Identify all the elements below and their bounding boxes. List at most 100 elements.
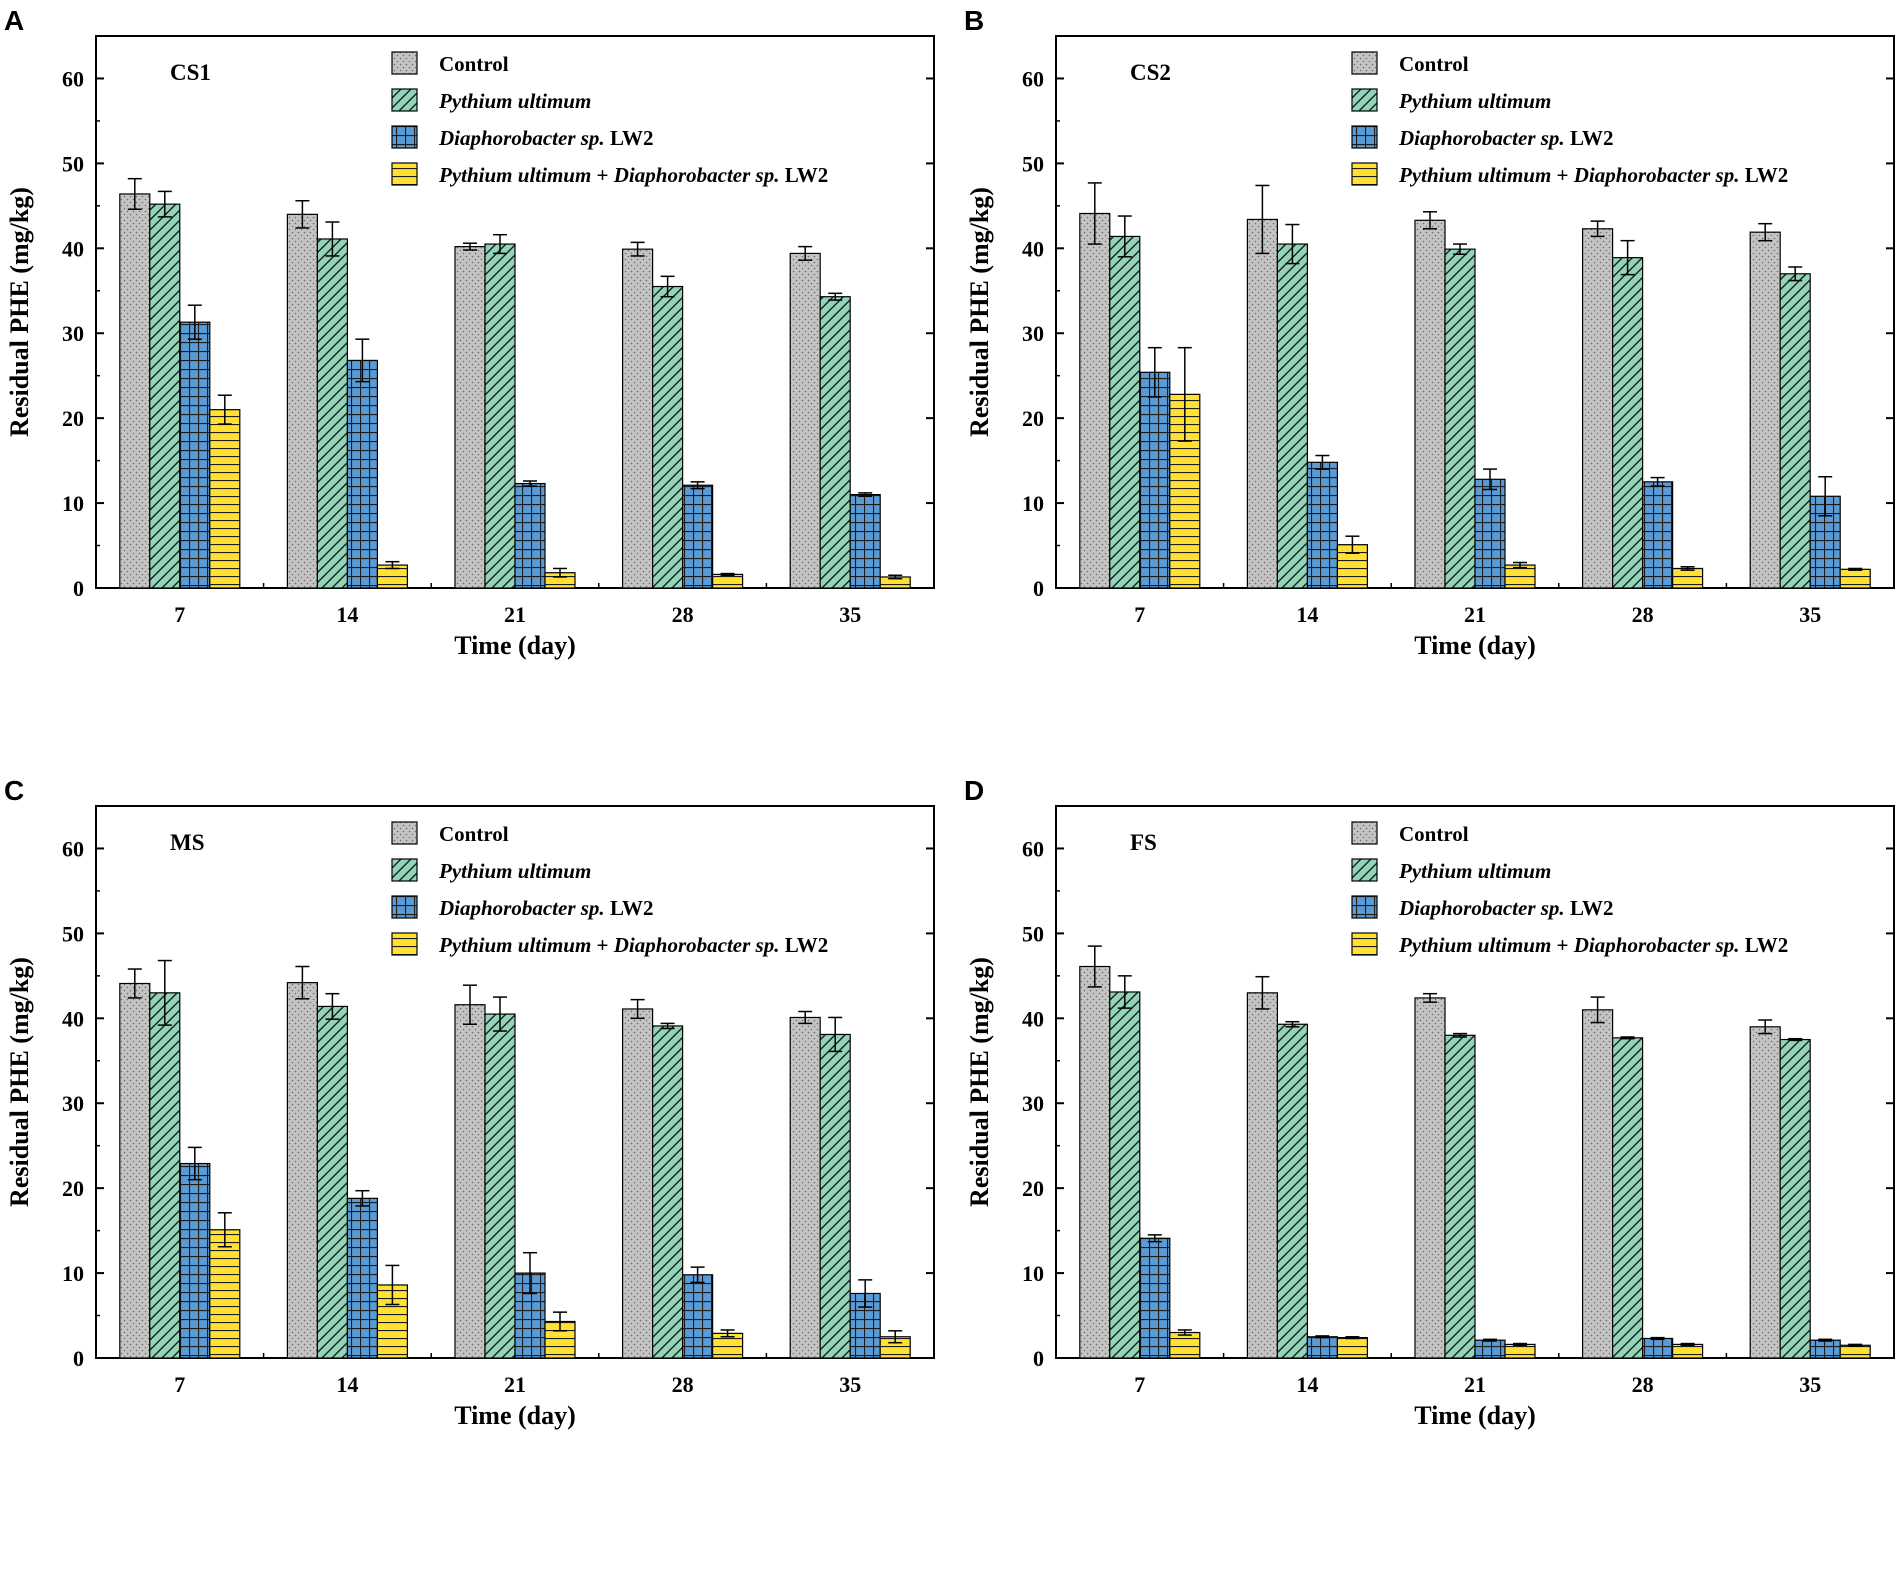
legend-swatch-combined (391, 162, 418, 186)
x-tick-label: 35 (839, 1372, 861, 1397)
legend-swatch-combined (391, 932, 418, 956)
panel-b: B 0 10 20 30 40 50 60 7 14 21 28 35 CS2 Control Pythium… (964, 5, 1895, 660)
bar-control (1246, 992, 1278, 1359)
bar-pythium (1444, 1034, 1476, 1359)
legend-label-pythium: Pythium ultimum (1398, 859, 1551, 883)
y-tick-label: 60 (1022, 836, 1044, 861)
bar-combined (1504, 1343, 1536, 1359)
bar-diaphorobacter (1306, 1336, 1338, 1359)
y-tick-label: 50 (62, 921, 84, 946)
legend: Control Pythium ultimum Diaphorobacter sp.… (1351, 51, 1788, 187)
bar-combined (1839, 568, 1871, 589)
bar-combined (711, 573, 744, 589)
bar-pythium (484, 243, 516, 589)
x-tick-label: 28 (1632, 602, 1654, 627)
bar-control (1581, 228, 1614, 589)
y-tick-label: 60 (1022, 66, 1044, 91)
bar-control (1581, 1009, 1614, 1359)
bar-pythium (1276, 243, 1308, 589)
bar-control (789, 1016, 821, 1359)
y-tick-label: 10 (62, 1261, 84, 1286)
bar-pythium (316, 238, 348, 589)
bar-control (1749, 1026, 1781, 1359)
legend-label-combined: Pythium ultimum + Diaphorobacter sp. LW2 (438, 933, 828, 957)
bar-pythium (1611, 257, 1644, 589)
bar-diaphorobacter (1474, 1339, 1506, 1359)
panel-a: A 0 10 20 30 40 50 60 7 14 21 28 35 CS1 Control Pythium… (4, 5, 935, 660)
y-axis-title: Residual PHE (mg/kg) (965, 957, 994, 1207)
panel-c: C 0 10 20 30 40 50 60 7 14 21 28 35 MS Control Pythium … (4, 775, 935, 1430)
y-tick-label: 40 (62, 1006, 84, 1031)
legend-swatch-diaphorobacter (1351, 895, 1378, 919)
y-tick-label: 10 (1022, 1261, 1044, 1286)
legend-label-combined: Pythium ultimum + Diaphorobacter sp. LW2 (438, 163, 828, 187)
legend-label-combined: Pythium ultimum + Diaphorobacter sp. LW2 (1398, 933, 1788, 957)
legend-swatch-diaphorobacter (391, 125, 418, 149)
x-tick-label: 35 (839, 602, 861, 627)
y-tick-label: 0 (73, 576, 84, 601)
legend-swatch-combined (1351, 162, 1378, 186)
panel-name: CS2 (1130, 60, 1171, 85)
bar-diaphorobacter (514, 1272, 546, 1359)
bar-pythium (1444, 248, 1476, 589)
bar-diaphorobacter (681, 1274, 714, 1359)
bar-combined (1839, 1344, 1871, 1359)
bar-combined (1169, 1331, 1201, 1359)
x-tick-label: 35 (1799, 602, 1821, 627)
y-tick-label: 50 (62, 151, 84, 176)
bar-diaphorobacter (1474, 478, 1506, 589)
bar-diaphorobacter (346, 1197, 378, 1359)
x-tick-label: 14 (336, 602, 358, 627)
y-axis-title: Residual PHE (mg/kg) (5, 957, 34, 1207)
bar-pythium (1779, 273, 1811, 589)
y-tick-label: 0 (1033, 1346, 1044, 1371)
bar-pythium (1779, 1038, 1811, 1359)
y-tick-label: 20 (1022, 1176, 1044, 1201)
x-tick-label: 28 (672, 1372, 694, 1397)
bar-combined (209, 409, 241, 589)
bar-diaphorobacter (1809, 1339, 1841, 1359)
panel-name: MS (170, 830, 205, 855)
x-tick-label: 21 (1464, 1372, 1486, 1397)
panel-name: CS1 (170, 60, 211, 85)
bar-control (621, 1008, 654, 1359)
legend: Control Pythium ultimum Diaphorobacter sp.… (1351, 821, 1788, 957)
bar-control (286, 982, 318, 1359)
y-tick-label: 30 (1022, 321, 1044, 346)
y-tick-label: 60 (62, 66, 84, 91)
bar-pythium (484, 1013, 516, 1359)
legend: Control Pythium ultimum Diaphorobacter sp.… (391, 51, 828, 187)
legend-swatch-pythium (1351, 858, 1378, 882)
legend-label-diaphorobacter: Diaphorobacter sp. LW2 (1398, 126, 1614, 150)
x-tick-label: 7 (1134, 1372, 1145, 1397)
bar-diaphorobacter (346, 359, 378, 589)
bar-control (789, 252, 821, 589)
bar-combined (209, 1229, 241, 1359)
legend-swatch-pythium (1351, 88, 1378, 112)
legend-label-combined: Pythium ultimum + Diaphorobacter sp. LW2 (1398, 163, 1788, 187)
y-tick-label: 40 (62, 236, 84, 261)
legend-label-pythium: Pythium ultimum (1398, 89, 1551, 113)
bar-control (1414, 997, 1446, 1359)
x-tick-label: 14 (1296, 1372, 1318, 1397)
x-tick-label: 21 (1464, 602, 1486, 627)
bar-pythium (149, 992, 181, 1359)
x-tick-label: 14 (336, 1372, 358, 1397)
bar-diaphorobacter (179, 1162, 211, 1359)
legend-swatch-control (1351, 51, 1378, 75)
bar-pythium (819, 296, 851, 589)
x-tick-label: 35 (1799, 1372, 1821, 1397)
y-tick-label: 40 (1022, 1006, 1044, 1031)
legend: Control Pythium ultimum Diaphorobacter sp.… (391, 821, 828, 957)
bar-control (119, 193, 151, 589)
legend-swatch-diaphorobacter (391, 895, 418, 919)
legend-swatch-control (1351, 821, 1378, 845)
legend-label-pythium: Pythium ultimum (438, 859, 591, 883)
bar-combined (1504, 564, 1536, 589)
x-axis-title: Time (day) (1414, 631, 1536, 660)
bar-pythium (1109, 235, 1141, 589)
bar-diaphorobacter (1139, 371, 1171, 589)
bar-pythium (149, 203, 181, 589)
x-tick-label: 14 (1296, 602, 1318, 627)
bar-pythium (1276, 1023, 1308, 1359)
